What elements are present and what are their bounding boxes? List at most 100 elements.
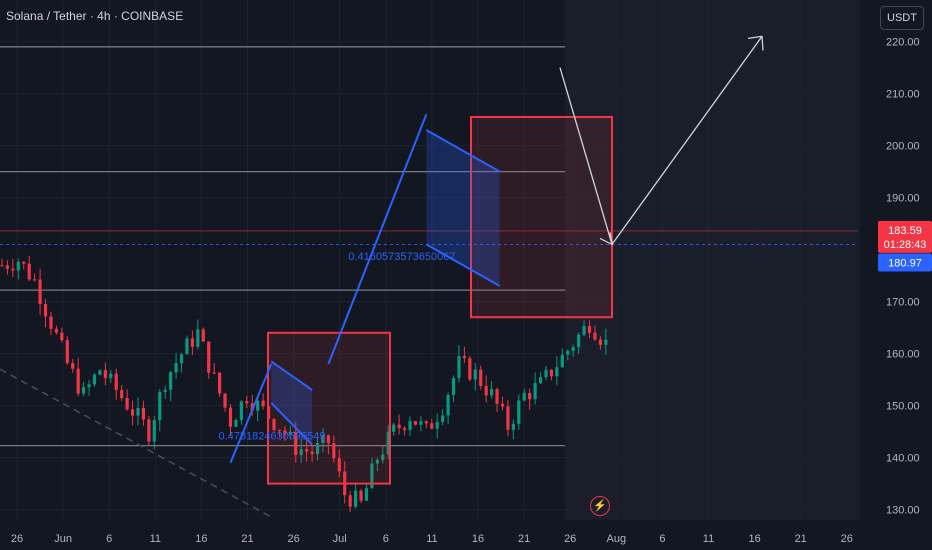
candle-body xyxy=(5,265,10,269)
candle-body xyxy=(179,354,184,364)
candle-body xyxy=(354,490,358,507)
candle-body xyxy=(163,389,167,392)
flag-pole xyxy=(229,363,273,464)
candle-body xyxy=(272,418,276,430)
candle-body xyxy=(256,400,260,411)
candle-body xyxy=(33,279,37,281)
candle-body xyxy=(158,391,162,421)
candle-body xyxy=(22,261,26,264)
candle-body xyxy=(424,421,428,424)
flag-channel xyxy=(271,361,313,445)
candle-body xyxy=(239,401,243,421)
flag-channel xyxy=(426,130,500,286)
y-tick-label: 130.00 xyxy=(886,505,920,517)
candle-body xyxy=(593,332,597,340)
candle-body xyxy=(60,332,64,341)
pattern-box xyxy=(267,331,391,485)
arrow-down-line xyxy=(559,67,613,245)
projection-arrow[interactable] xyxy=(559,35,764,246)
x-tick-label: 26 xyxy=(564,533,576,545)
candle-body xyxy=(468,358,472,380)
candle-body xyxy=(212,372,216,374)
candle-body xyxy=(201,329,205,342)
candle-body xyxy=(495,389,499,404)
candle-body xyxy=(555,367,559,377)
candle-body xyxy=(392,424,396,432)
candle-body xyxy=(528,392,532,400)
candle-body xyxy=(348,495,352,507)
candle-body xyxy=(582,325,586,335)
candle-body xyxy=(174,363,178,373)
candle-body xyxy=(381,454,385,460)
candle-body xyxy=(506,406,510,430)
last-price-tag xyxy=(878,220,932,253)
candle-body xyxy=(0,265,4,267)
candle-body xyxy=(114,373,118,391)
candle-body xyxy=(136,407,140,416)
currency-button[interactable]: USDT xyxy=(880,6,924,30)
candle-body xyxy=(577,334,581,348)
candle-body xyxy=(604,339,608,345)
candle-body xyxy=(261,400,265,407)
candle-body xyxy=(435,422,439,429)
candle-body xyxy=(16,261,20,271)
candle-body xyxy=(234,420,238,427)
candle-body xyxy=(190,338,194,347)
x-tick-label: 16 xyxy=(195,533,207,545)
flag-patterns[interactable]: 0.4731824630596549 0.4160573573650067 xyxy=(218,114,613,485)
candle-body xyxy=(185,338,189,355)
candle-body xyxy=(419,421,423,425)
candle-body xyxy=(522,392,526,401)
candle-body xyxy=(38,279,42,305)
candle-body xyxy=(511,423,515,430)
y-tick-label: 170.00 xyxy=(886,297,920,309)
candle-body xyxy=(326,435,330,444)
price-axis[interactable]: 220.00 210.00 200.00 190.00 170.00 160.00 150.… xyxy=(878,37,932,517)
candle-body xyxy=(27,263,31,280)
candle-body xyxy=(549,369,554,377)
reference-price-value: 180.97 xyxy=(888,258,922,270)
candle-body xyxy=(305,448,309,452)
candle-body xyxy=(92,374,97,385)
x-tick-label: Jun xyxy=(54,533,72,545)
candle-body xyxy=(147,419,151,442)
lightning-icon[interactable]: ⚡ xyxy=(590,496,610,516)
candle-body xyxy=(375,459,379,464)
trend-line xyxy=(0,368,273,519)
candle-body xyxy=(76,368,80,394)
y-tick-label: 220.00 xyxy=(886,37,920,49)
candle-body xyxy=(87,384,91,388)
candle-body xyxy=(451,378,456,395)
y-tick-label: 190.00 xyxy=(886,193,920,205)
x-tick-label: Aug xyxy=(607,533,627,545)
candle-body xyxy=(571,347,575,351)
y-tick-label: 210.00 xyxy=(886,89,920,101)
candle-body xyxy=(54,328,58,333)
x-tick-label: 11 xyxy=(426,533,437,545)
x-tick-label: 26 xyxy=(287,533,299,545)
time-axis[interactable]: 26 Jun 6 11 16 21 26 Jul 6 11 16 21 26 Aug 6 11 16 21 26 xyxy=(11,533,853,545)
grid-lines xyxy=(0,0,858,520)
candle-body xyxy=(386,431,390,455)
candle-body xyxy=(408,421,412,430)
candle-body xyxy=(228,407,233,427)
x-tick-label: 26 xyxy=(841,533,853,545)
candle-body xyxy=(500,403,505,407)
y-tick-label: 200.00 xyxy=(886,141,920,153)
arrow-down-head xyxy=(599,232,613,246)
y-tick-label: 160.00 xyxy=(886,349,920,361)
candle-body xyxy=(250,403,254,411)
x-tick-label: 11 xyxy=(150,533,161,545)
candle-body xyxy=(196,329,200,347)
candle-body xyxy=(538,377,543,383)
countdown-timer: 01:28:43 xyxy=(884,239,927,251)
symbol-title[interactable]: Solana / Tether · 4h · COINBASE xyxy=(6,9,184,23)
candle-body xyxy=(402,428,407,430)
candle-body xyxy=(218,372,222,394)
x-tick-label: 6 xyxy=(659,533,665,545)
x-tick-label: 21 xyxy=(795,533,807,545)
x-tick-label: 21 xyxy=(241,533,253,545)
candle-body xyxy=(397,424,401,429)
candle-body xyxy=(430,423,434,429)
